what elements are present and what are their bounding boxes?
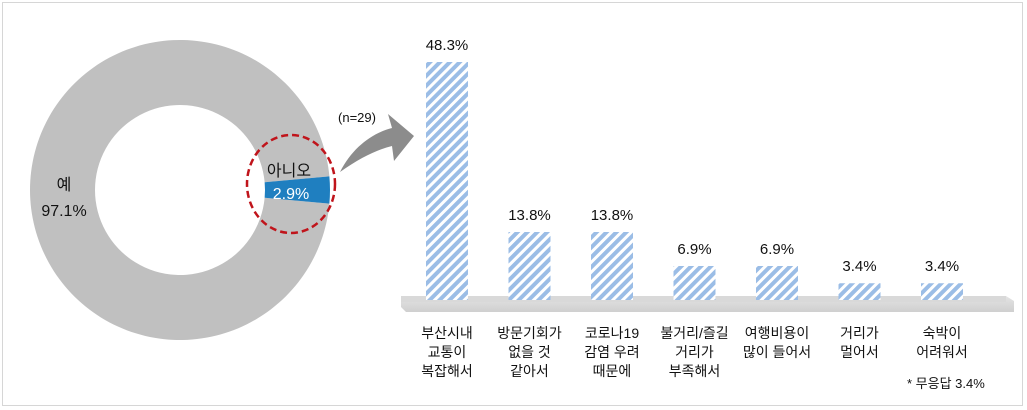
category-label-6-line-1: 거리가 xyxy=(840,325,879,341)
donut-value-no: 2.9% xyxy=(273,186,309,203)
category-label-1-line-3: 복잡해서 xyxy=(421,363,473,379)
category-label-4-line-3: 부족해서 xyxy=(669,363,721,379)
bar-value-label-4: 6.9% xyxy=(677,241,711,258)
bar-3 xyxy=(591,232,633,300)
category-label-7-line-1: 숙박이 xyxy=(923,325,962,341)
donut-label-no: 아니오 xyxy=(267,162,311,180)
callout-arrow xyxy=(340,114,414,172)
category-label-1-line-1: 부산시내 xyxy=(421,325,473,341)
bar-value-label-6: 3.4% xyxy=(842,258,876,275)
highlight-ring xyxy=(245,133,337,235)
category-label-4-line-1: 불거리/즐길 xyxy=(660,325,728,341)
category-label-2-line-2: 없을 것 xyxy=(508,344,551,360)
bar-value-label-2: 13.8% xyxy=(508,207,551,224)
sample-size-note: (n=29) xyxy=(338,110,376,125)
category-label-3-line-1: 코로나19 xyxy=(585,325,639,341)
bar-1 xyxy=(426,62,468,300)
category-label-3-line-3: 때문에 xyxy=(593,363,632,379)
donut-slice-no xyxy=(264,176,331,204)
bar-2 xyxy=(508,232,551,300)
bar-value-label-7: 3.4% xyxy=(925,258,959,275)
footnote: * 무응답 3.4% xyxy=(907,376,985,391)
donut-label-yes: 예 xyxy=(57,176,72,194)
donut-slice-yes xyxy=(30,40,330,341)
bar-value-label-1: 48.3% xyxy=(426,37,469,54)
bar-value-label-5: 6.9% xyxy=(760,241,794,258)
category-label-1-line-2: 교통이 xyxy=(428,344,467,360)
category-label-3-line-2: 감염 우려 xyxy=(584,344,639,360)
bar-5 xyxy=(756,266,798,300)
donut-value-yes: 97.1% xyxy=(41,203,86,220)
category-label-6-line-2: 멀어서 xyxy=(840,344,879,360)
category-label-5-line-1: 여행비용이 xyxy=(745,325,809,341)
category-label-4-line-2: 거리가 xyxy=(675,344,714,360)
bar-6 xyxy=(838,283,881,300)
category-label-2-line-1: 방문기회가 xyxy=(497,325,562,341)
bar-7 xyxy=(921,283,963,300)
category-label-7-line-2: 어려워서 xyxy=(916,344,968,360)
bar-4 xyxy=(673,266,716,300)
category-label-2-line-3: 같아서 xyxy=(510,363,549,379)
bar-value-label-3: 13.8% xyxy=(591,207,634,224)
category-label-5-line-2: 많이 들어서 xyxy=(743,344,811,360)
donut-chart xyxy=(30,40,331,341)
